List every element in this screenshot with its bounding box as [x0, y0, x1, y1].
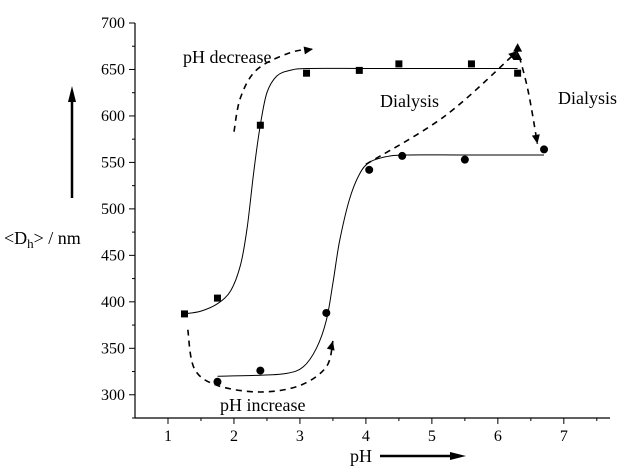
dashed-arrow-head-1 — [326, 340, 335, 351]
x-tick-label: 2 — [230, 428, 238, 445]
x-tick-label: 4 — [362, 428, 370, 445]
triangle-point — [513, 51, 523, 60]
triangle-point — [513, 43, 523, 52]
square-point — [303, 69, 311, 77]
square-point — [180, 310, 188, 318]
y-title-arrow-head — [68, 86, 76, 102]
dashed-arrow-0 — [233, 48, 314, 132]
square-point — [355, 66, 363, 74]
arrow-curves — [187, 45, 540, 393]
y-axis-title: <Dh> / nm — [4, 228, 81, 251]
y-tick-label: 300 — [101, 387, 125, 404]
circle-point — [213, 377, 222, 386]
chart-text: pH <Dh> / nm pH decrease Dialysis Dialys… — [4, 47, 617, 466]
x-tick-label: 6 — [494, 428, 502, 445]
y-tick-label: 500 — [101, 201, 125, 218]
circle-point — [256, 366, 265, 375]
fit-curve-series-1 — [217, 154, 544, 377]
fit-curves — [184, 67, 544, 377]
x-tick-label: 3 — [296, 428, 304, 445]
dashed-arrow-3 — [515, 45, 539, 144]
square-point — [256, 121, 264, 129]
square-point — [213, 294, 221, 302]
square-point — [514, 69, 522, 77]
y-tick-label: 450 — [101, 247, 125, 264]
dashed-arrow-2 — [365, 50, 519, 165]
x-tick-label: 1 — [164, 428, 172, 445]
x-title-arrow-head — [450, 452, 466, 460]
dashed-arrow-head-0 — [303, 46, 314, 55]
circle-point — [322, 308, 331, 317]
annotation-ph-increase: pH increase — [220, 395, 305, 415]
circle-point — [540, 145, 549, 154]
data-points — [180, 43, 549, 386]
y-tick-label: 550 — [101, 154, 125, 171]
y-tick-label: 400 — [101, 294, 125, 311]
y-axis-title-tail: > / nm — [34, 228, 81, 248]
annotation-ph-decrease: pH decrease — [183, 47, 271, 67]
x-axis-title: pH — [350, 446, 372, 466]
circle-point — [365, 165, 374, 174]
annotation-dialysis-2: Dialysis — [558, 88, 617, 108]
square-point — [395, 60, 403, 68]
annotation-dialysis-1: Dialysis — [380, 91, 439, 111]
y-tick-label: 650 — [101, 61, 125, 78]
y-axis-title-main: <D — [4, 228, 27, 248]
dashed-arrow-head-2 — [508, 50, 518, 60]
y-tick-label: 600 — [101, 108, 125, 125]
x-tick-label: 7 — [560, 428, 568, 445]
circle-point — [398, 151, 407, 160]
circle-point — [460, 155, 469, 164]
y-tick-label: 700 — [101, 15, 125, 32]
fit-curve-series-0 — [184, 67, 518, 315]
square-point — [467, 60, 475, 68]
x-tick-label: 5 — [428, 428, 436, 445]
y-tick-label: 350 — [101, 340, 125, 357]
dashed-arrow-head-3 — [531, 134, 540, 144]
dashed-arrow-1 — [187, 329, 334, 393]
axes: 1 2 3 4 5 6 7 300 350 400 450 500 550 600 650 700 — [68, 15, 610, 460]
y-axis-title-subscript: h — [27, 236, 34, 251]
